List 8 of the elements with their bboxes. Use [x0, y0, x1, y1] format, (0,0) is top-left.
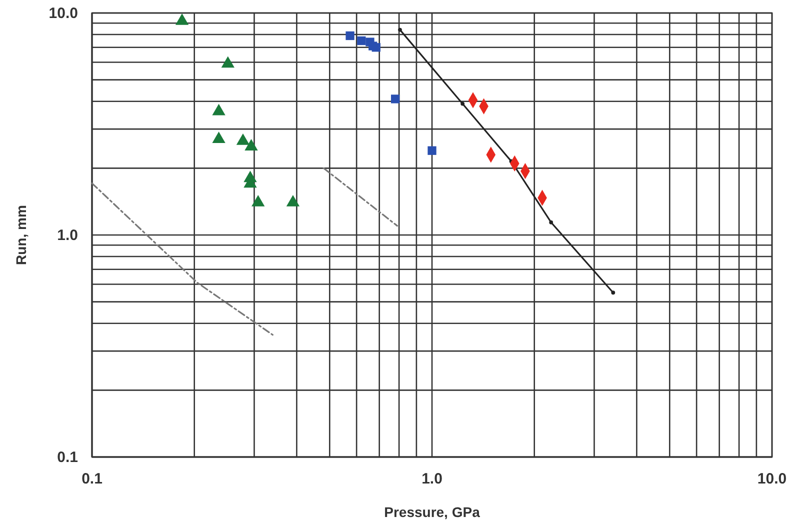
- x-tick-label: 10.0: [757, 470, 787, 488]
- x-tick-label: 0.1: [82, 470, 102, 488]
- y-tick-label: 1.0: [57, 226, 78, 244]
- y-tick-label: 0.1: [57, 448, 78, 466]
- y-tick-label: 10.0: [48, 4, 78, 22]
- x-axis-title: Pressure, GPa: [384, 504, 480, 520]
- y-axis-title: Run, mm: [13, 205, 29, 265]
- x-tick-label: 1.0: [422, 470, 442, 488]
